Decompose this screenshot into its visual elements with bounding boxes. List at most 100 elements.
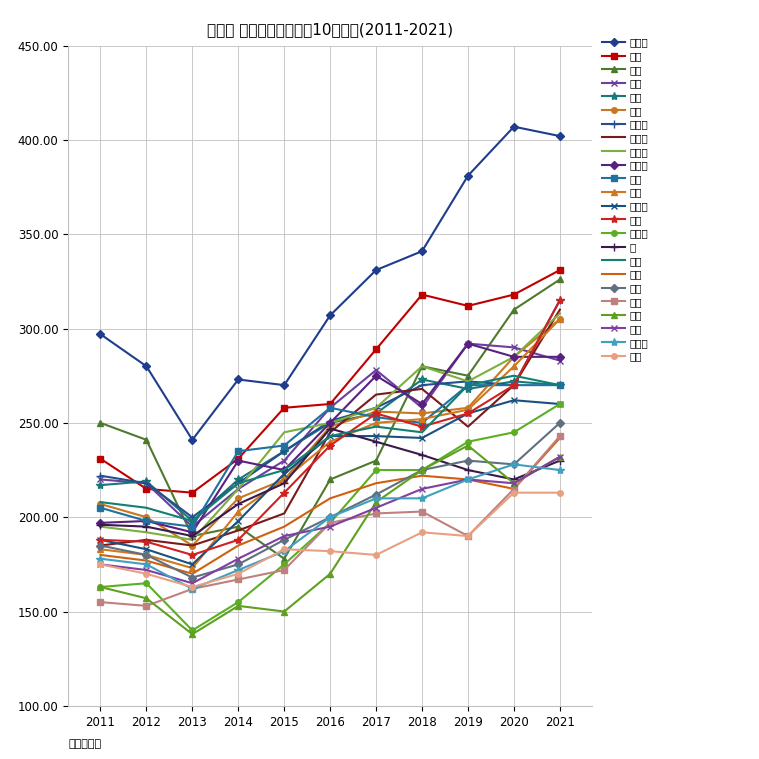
浅草橋 <box>187 535 197 544</box>
上野 <box>96 454 105 463</box>
蔵前 <box>187 541 197 550</box>
小島 <box>556 380 565 389</box>
今戸 <box>556 488 565 497</box>
千束 <box>509 479 518 488</box>
寿 <box>96 520 105 529</box>
元浅草 <box>464 422 473 431</box>
根岸 <box>279 535 288 544</box>
下谷 <box>464 475 473 484</box>
三ノ輪 <box>234 565 243 575</box>
清川 <box>234 575 243 584</box>
Line: 雷門: 雷門 <box>96 375 564 525</box>
今戸 <box>96 560 105 569</box>
三ノ輪 <box>142 560 151 569</box>
下谷 <box>142 556 151 565</box>
清川 <box>464 531 473 540</box>
小島 <box>464 380 473 389</box>
駒形 <box>417 428 427 437</box>
Line: 千束: 千束 <box>98 442 562 637</box>
北上野 <box>187 560 197 569</box>
根岸 <box>234 560 243 569</box>
三ノ輪 <box>556 465 565 474</box>
根岸 <box>326 512 335 521</box>
小島 <box>96 503 105 512</box>
Line: 東上野: 東上野 <box>96 296 564 521</box>
千束 <box>417 465 427 474</box>
三ノ輪 <box>464 475 473 484</box>
西浅草 <box>187 528 197 537</box>
根岸 <box>372 490 381 499</box>
駒形 <box>96 498 105 507</box>
蔵前 <box>509 352 518 361</box>
蔵前 <box>556 314 565 323</box>
池之端 <box>326 310 335 320</box>
元浅草 <box>326 428 335 437</box>
Line: 池之端: 池之端 <box>98 124 562 442</box>
上野 <box>509 290 518 299</box>
北上野 <box>509 395 518 405</box>
Line: 蔵前: 蔵前 <box>98 317 562 548</box>
小島 <box>279 441 288 450</box>
浅草橋 <box>556 309 565 318</box>
浅草橋 <box>142 528 151 537</box>
元浅草 <box>187 541 197 550</box>
東上野 <box>187 512 197 521</box>
池之端 <box>187 436 197 445</box>
下谷 <box>96 550 105 559</box>
清川 <box>326 518 335 528</box>
松が谷 <box>326 518 335 528</box>
西浅草 <box>234 456 243 465</box>
東上野 <box>556 296 565 305</box>
千束 <box>234 601 243 610</box>
三ノ輪 <box>326 512 335 521</box>
浅草 <box>96 545 105 554</box>
入谷 <box>509 380 518 389</box>
三ノ輪 <box>279 546 288 556</box>
北上野 <box>96 535 105 544</box>
清川 <box>509 484 518 493</box>
Line: 竜泉: 竜泉 <box>97 453 563 587</box>
東上野 <box>509 380 518 389</box>
池之端 <box>372 266 381 275</box>
Line: 上野: 上野 <box>98 267 562 496</box>
元浅草 <box>96 541 105 550</box>
入谷 <box>556 296 565 305</box>
浅草 <box>372 418 381 427</box>
東上野 <box>96 471 105 480</box>
竜泉 <box>187 578 197 587</box>
根岸 <box>96 541 105 550</box>
蔵前 <box>96 499 105 509</box>
竜泉 <box>96 560 105 569</box>
台東 <box>372 456 381 465</box>
入谷 <box>96 535 105 544</box>
今戸 <box>326 546 335 556</box>
下谷 <box>234 541 243 550</box>
池之端 <box>556 131 565 140</box>
清川 <box>417 507 427 516</box>
元浅草 <box>556 305 565 314</box>
浅草 <box>556 314 565 323</box>
寿 <box>556 456 565 465</box>
竜泉 <box>326 522 335 531</box>
台東 <box>464 371 473 380</box>
浅草 <box>326 437 335 446</box>
西浅草 <box>464 339 473 348</box>
蔵前 <box>372 407 381 416</box>
三筋 <box>234 484 243 493</box>
千束 <box>372 498 381 507</box>
雷門 <box>417 375 427 384</box>
竜泉 <box>556 452 565 461</box>
三筋 <box>556 356 565 365</box>
下谷 <box>556 433 565 442</box>
三ノ輪 <box>509 460 518 469</box>
北上野 <box>142 545 151 554</box>
今戸 <box>279 545 288 554</box>
Title: 台東区 マンション坪単価10年変遷(2011-2021): 台東区 マンション坪単価10年変遷(2011-2021) <box>207 23 453 37</box>
駒形 <box>279 465 288 474</box>
清川 <box>187 584 197 594</box>
下谷 <box>417 471 427 480</box>
竜泉 <box>279 531 288 540</box>
雷門 <box>96 480 105 490</box>
根岸 <box>509 460 518 469</box>
清川 <box>372 509 381 518</box>
